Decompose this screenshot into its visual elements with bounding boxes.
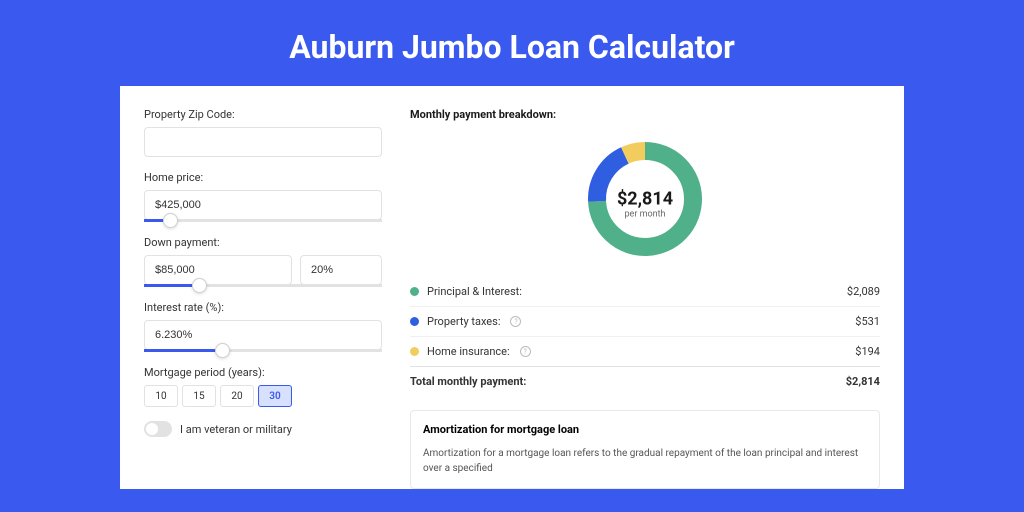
- breakdown-row: Principal & Interest: $2,089: [410, 277, 880, 306]
- down-payment-label: Down payment:: [144, 236, 382, 249]
- breakdown-title: Monthly payment breakdown:: [410, 108, 880, 121]
- mortgage-period-options: 10152030: [144, 385, 382, 407]
- donut-center: $2,814 per month: [617, 189, 673, 220]
- slider-thumb[interactable]: [192, 278, 207, 293]
- interest-rate-input[interactable]: [144, 320, 382, 350]
- amortization-title: Amortization for mortgage loan: [423, 423, 867, 436]
- input-column: Property Zip Code: Home price: Down paym…: [144, 108, 382, 489]
- calculator-card: Property Zip Code: Home price: Down paym…: [120, 86, 904, 489]
- period-option-10[interactable]: 10: [144, 385, 178, 407]
- breakdown-row: Property taxes:? $531: [410, 306, 880, 336]
- breakdown-list: Principal & Interest: $2,089 Property taxe…: [410, 277, 880, 366]
- breakdown-value: $531: [855, 315, 880, 328]
- breakdown-left: Property taxes:?: [410, 315, 521, 328]
- help-icon[interactable]: ?: [520, 346, 531, 357]
- period-option-15[interactable]: 15: [182, 385, 216, 407]
- help-icon[interactable]: ?: [510, 316, 521, 327]
- period-option-30[interactable]: 30: [258, 385, 292, 407]
- breakdown-column: Monthly payment breakdown: $2,814 per mo…: [410, 108, 880, 489]
- breakdown-left: Principal & Interest:: [410, 285, 522, 298]
- interest-rate-slider[interactable]: [144, 349, 382, 352]
- mortgage-period-label: Mortgage period (years):: [144, 366, 382, 379]
- period-option-20[interactable]: 20: [220, 385, 254, 407]
- zip-label: Property Zip Code:: [144, 108, 382, 121]
- home-price-input[interactable]: [144, 190, 382, 220]
- veteran-row: I am veteran or military: [144, 421, 382, 437]
- total-label: Total monthly payment:: [410, 375, 526, 388]
- home-price-label: Home price:: [144, 171, 382, 184]
- total-value: $2,814: [846, 375, 880, 388]
- breakdown-value: $194: [855, 345, 880, 358]
- slider-fill: [144, 284, 192, 287]
- interest-rate-field: Interest rate (%):: [144, 301, 382, 352]
- slider-fill: [144, 219, 163, 222]
- breakdown-label: Property taxes:: [427, 315, 500, 328]
- donut-chart: $2,814 per month: [410, 131, 880, 277]
- mortgage-period-field: Mortgage period (years): 10152030: [144, 366, 382, 407]
- donut-slice-home_insurance: [625, 151, 645, 155]
- donut-sub: per month: [617, 210, 673, 220]
- home-price-field: Home price:: [144, 171, 382, 222]
- zip-input[interactable]: [144, 127, 382, 157]
- amortization-text: Amortization for a mortgage loan refers …: [423, 446, 867, 476]
- slider-thumb[interactable]: [163, 213, 178, 228]
- veteran-label: I am veteran or military: [180, 423, 292, 436]
- legend-dot: [410, 347, 419, 356]
- breakdown-value: $2,089: [847, 285, 880, 298]
- slider-thumb[interactable]: [215, 343, 230, 358]
- interest-rate-label: Interest rate (%):: [144, 301, 382, 314]
- down-payment-input[interactable]: [144, 255, 292, 285]
- amortization-box: Amortization for mortgage loan Amortizat…: [410, 410, 880, 489]
- breakdown-label: Home insurance:: [427, 345, 510, 358]
- breakdown-total-row: Total monthly payment: $2,814: [410, 366, 880, 396]
- slider-fill: [144, 349, 215, 352]
- veteran-toggle[interactable]: [144, 421, 172, 437]
- legend-dot: [410, 317, 419, 326]
- breakdown-row: Home insurance:? $194: [410, 336, 880, 366]
- down-payment-slider[interactable]: [144, 284, 382, 287]
- breakdown-left: Home insurance:?: [410, 345, 531, 358]
- zip-field: Property Zip Code:: [144, 108, 382, 157]
- legend-dot: [410, 287, 419, 296]
- breakdown-label: Principal & Interest:: [427, 285, 522, 298]
- donut-amount: $2,814: [617, 189, 673, 210]
- down-payment-pct-input[interactable]: [300, 255, 382, 285]
- page-title: Auburn Jumbo Loan Calculator: [0, 0, 1024, 86]
- down-payment-field: Down payment:: [144, 236, 382, 287]
- home-price-slider[interactable]: [144, 219, 382, 222]
